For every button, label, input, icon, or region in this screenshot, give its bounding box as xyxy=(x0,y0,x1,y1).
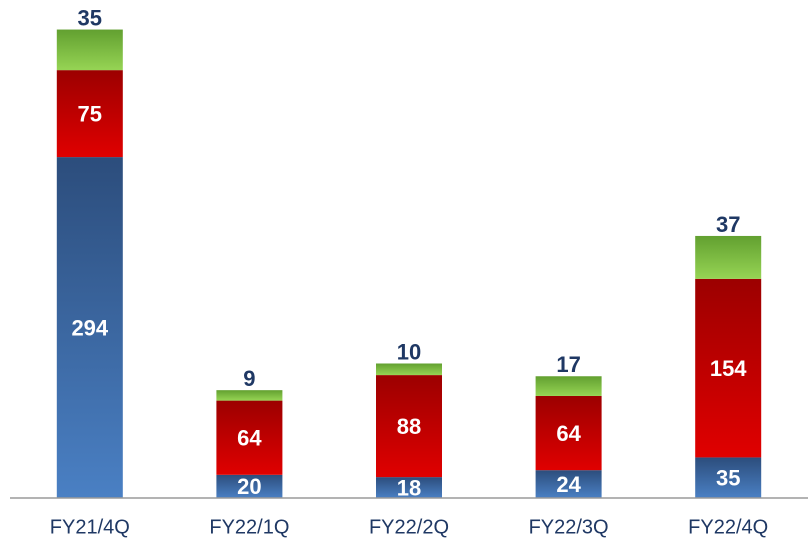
data-label: 64 xyxy=(237,426,262,451)
bar-segment xyxy=(376,375,442,478)
bar-segment xyxy=(216,474,283,498)
bar-segment xyxy=(695,278,762,458)
x-tick-label: FY22/3Q xyxy=(529,516,609,538)
data-label: 17 xyxy=(556,352,580,377)
bar-segment xyxy=(56,70,123,158)
data-label: 20 xyxy=(237,474,261,499)
bar-segment xyxy=(695,235,762,279)
data-label: 9 xyxy=(243,366,255,391)
data-label: 88 xyxy=(397,414,421,439)
x-tick-label: FY22/2Q xyxy=(369,516,449,538)
data-label: 294 xyxy=(71,315,108,340)
x-tick-label: FY22/1Q xyxy=(209,516,289,538)
data-label: 24 xyxy=(556,472,581,497)
bar-segment xyxy=(695,457,762,498)
data-label: 35 xyxy=(716,466,740,491)
data-label: 75 xyxy=(78,101,102,126)
bar-segment xyxy=(376,477,442,498)
bar-segment xyxy=(535,376,602,396)
data-label: 64 xyxy=(556,421,581,446)
bar-segment xyxy=(216,390,283,401)
bar-segment xyxy=(535,395,602,471)
bar-segment xyxy=(216,400,283,475)
x-tick-label: FY21/4Q xyxy=(50,516,130,538)
data-label: 10 xyxy=(397,339,421,364)
data-label: 35 xyxy=(78,5,102,30)
bar-segment xyxy=(376,363,442,376)
data-label: 154 xyxy=(710,356,747,381)
data-label: 18 xyxy=(397,475,421,500)
data-label: 37 xyxy=(716,212,740,237)
bar-segment xyxy=(535,470,602,498)
bar-segment xyxy=(56,29,123,71)
x-tick-label: FY22/4Q xyxy=(688,516,768,538)
bar-segment xyxy=(56,157,123,498)
